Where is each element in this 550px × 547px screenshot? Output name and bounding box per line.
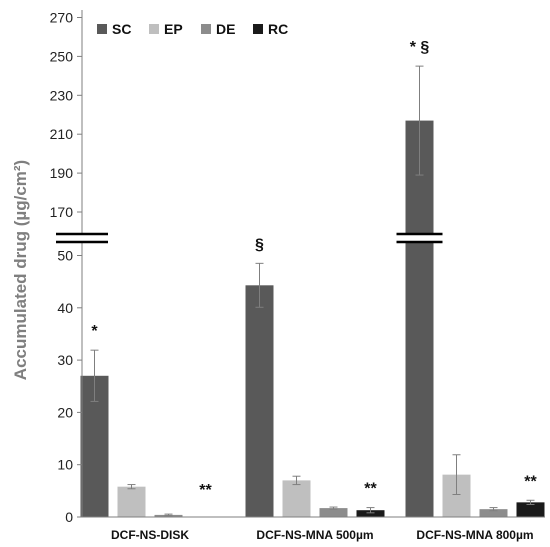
x-tick-label: DCF-NS-MNA 500µm — [256, 528, 373, 542]
x-tick-label: DCF-NS-MNA 800µm — [416, 528, 533, 542]
x-tick-label: DCF-NS-DISK — [111, 528, 189, 542]
legend-swatch-sc — [97, 24, 107, 34]
bar-break-gap — [396, 234, 443, 242]
y-tick-label: 170 — [50, 204, 74, 220]
bars-layer — [80, 120, 545, 518]
significance-mark: ** — [199, 482, 212, 499]
y-axis-label: Accumulated drug (µg/cm²) — [11, 160, 30, 380]
bar-de — [479, 509, 508, 517]
bar-rc — [516, 502, 545, 517]
y-tick-label: 250 — [50, 48, 74, 64]
significance-mark: ** — [364, 481, 377, 498]
legend-label: EP — [164, 21, 183, 37]
y-tick-label: 190 — [50, 165, 74, 181]
y-axis-break-gap — [56, 234, 108, 242]
y-tick-label: 40 — [57, 300, 73, 316]
y-tick-label: 30 — [57, 352, 73, 368]
error-bars-layer — [90, 65, 535, 517]
legend-label: RC — [268, 21, 288, 37]
legend: SC EP DE RC — [97, 21, 288, 37]
y-tick-label: 10 — [57, 457, 73, 473]
significance-mark: ** — [524, 473, 537, 490]
y-tick-label: 20 — [57, 404, 73, 420]
significance-mark: * § — [410, 39, 430, 56]
bar-ep — [282, 480, 311, 517]
annotations-layer: ***§*** §** — [91, 39, 537, 499]
bar-rc — [356, 510, 385, 517]
bar-ep — [117, 486, 146, 517]
bar-de — [319, 508, 348, 517]
axes-layer: 0 10 20 30 40 50 170 190 210 230 250 270 DCF-NS-DISK… — [50, 10, 545, 542]
legend-label: SC — [112, 21, 131, 37]
bar-sc — [245, 285, 274, 517]
significance-mark: * — [91, 323, 98, 340]
y-tick-label: 210 — [50, 126, 74, 142]
y-tick-label: 230 — [50, 87, 74, 103]
bar-sc — [405, 120, 434, 518]
legend-label: DE — [216, 21, 235, 37]
y-tick-label: 0 — [65, 509, 73, 525]
legend-swatch-de — [201, 24, 211, 34]
y-tick-label: 270 — [50, 10, 74, 26]
significance-mark: § — [255, 236, 264, 253]
y-tick-label: 50 — [57, 248, 73, 264]
legend-swatch-ep — [149, 24, 159, 34]
legend-swatch-rc — [253, 24, 263, 34]
